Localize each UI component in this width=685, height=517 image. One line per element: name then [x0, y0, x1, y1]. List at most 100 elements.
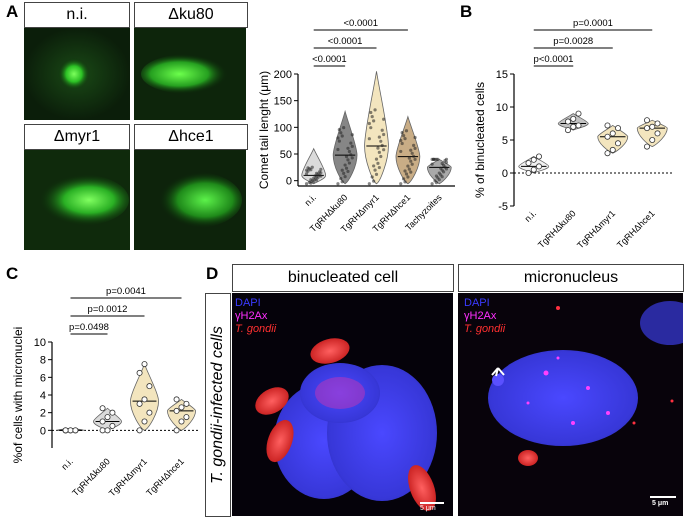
data-point — [344, 166, 349, 170]
data-point — [530, 156, 537, 163]
x-tick-label: TgRHΔhce1 — [615, 208, 657, 250]
x-tick-label: n.i. — [59, 456, 75, 472]
data-point — [306, 169, 310, 173]
data-point — [370, 175, 374, 179]
data-point — [536, 163, 543, 170]
micronucleus-title: micronucleus — [458, 264, 684, 292]
violin-2 — [364, 71, 389, 185]
data-point — [412, 143, 416, 147]
panel-b-letter: B — [460, 2, 473, 21]
data-point — [372, 179, 376, 183]
y-tick-label: 5 — [502, 135, 508, 147]
data-point — [570, 115, 577, 122]
y-tick-label: 0 — [286, 176, 292, 188]
data-point — [434, 181, 439, 185]
data-point — [350, 156, 354, 160]
y-tick-label: 2 — [40, 408, 46, 420]
y-tick-label: 150 — [274, 96, 292, 108]
scale-bar-label: 5 μm — [420, 505, 436, 512]
data-point — [564, 118, 571, 125]
data-point — [183, 400, 190, 407]
data-point — [412, 154, 416, 158]
data-point — [173, 407, 180, 414]
data-point — [347, 161, 351, 165]
data-point — [376, 161, 380, 165]
data-point — [173, 427, 180, 434]
x-tick-label: n.i. — [303, 192, 319, 208]
data-point — [336, 182, 340, 186]
violin-0 — [518, 156, 550, 174]
binucleated-title: binucleated cell — [232, 264, 454, 292]
data-point — [344, 155, 349, 159]
data-point — [643, 125, 650, 132]
data-point — [570, 123, 577, 130]
data-point — [350, 144, 354, 148]
data-point — [525, 160, 532, 167]
data-point — [369, 110, 373, 115]
data-point — [346, 158, 350, 162]
data-point — [72, 427, 79, 434]
data-point — [575, 122, 582, 129]
micronucleus-image: DAPI γH2Ax T. gondii 5 μm — [458, 293, 683, 516]
data-point — [67, 427, 74, 434]
y-tick-label: 15 — [496, 69, 508, 81]
img-label-ni: n.i. — [24, 2, 130, 28]
data-point — [369, 126, 373, 130]
data-point — [379, 139, 383, 143]
data-point — [374, 157, 379, 161]
violin-2 — [597, 124, 629, 154]
data-point — [441, 170, 446, 174]
x-tick-label: TgRHΔmyr1 — [107, 456, 149, 498]
data-point — [399, 182, 403, 186]
data-point — [316, 176, 320, 180]
data-point — [339, 131, 343, 135]
binucleated-cells-chart: -5 0 5 10 15 % of binucleated cells n.i.TgRHΔk… — [473, 18, 672, 250]
data-point — [615, 125, 622, 132]
data-point — [413, 157, 417, 161]
data-point — [372, 119, 376, 123]
data-point — [99, 405, 106, 412]
data-point — [349, 153, 353, 157]
data-point — [136, 427, 143, 434]
y-tick-label: 6 — [40, 372, 46, 384]
scale-bar-label-2: 5 μm — [652, 500, 669, 507]
data-point — [377, 150, 381, 154]
data-point — [434, 157, 439, 161]
data-point — [342, 125, 346, 130]
x-tick-label: TgRHΔmyr1 — [575, 208, 617, 250]
data-point — [413, 135, 417, 140]
data-point — [173, 396, 180, 403]
data-point — [347, 149, 351, 154]
dapi-legend: DAPI — [235, 297, 261, 309]
data-point — [336, 136, 340, 140]
data-point — [400, 130, 404, 135]
data-point — [141, 361, 148, 368]
tgondii-legend-2: T. gondii — [464, 323, 506, 335]
pvalue-label: p<0.0001 — [534, 54, 574, 65]
side-label: T. gondii-infected cells — [209, 326, 226, 484]
data-point — [99, 418, 106, 425]
data-point — [309, 181, 313, 185]
data-point — [654, 120, 661, 127]
tgondii-legend: T. gondii — [235, 323, 277, 335]
data-point — [399, 138, 403, 143]
data-point — [312, 180, 316, 184]
data-point — [373, 168, 377, 172]
h2ax-legend-2: γH2Ax — [464, 310, 497, 322]
data-point — [319, 171, 323, 175]
data-point — [350, 133, 354, 137]
data-point — [400, 141, 404, 146]
data-point — [380, 128, 384, 132]
img-label-ku80: Δku80 — [134, 2, 248, 28]
data-point — [654, 130, 661, 137]
data-point — [643, 117, 650, 124]
data-point — [370, 115, 374, 119]
pvalue-label: p=0.0498 — [69, 322, 109, 333]
data-point — [609, 130, 616, 137]
data-point — [62, 427, 69, 434]
data-point — [404, 172, 409, 176]
data-point — [146, 383, 153, 390]
data-point — [444, 167, 449, 171]
data-point — [178, 404, 185, 411]
